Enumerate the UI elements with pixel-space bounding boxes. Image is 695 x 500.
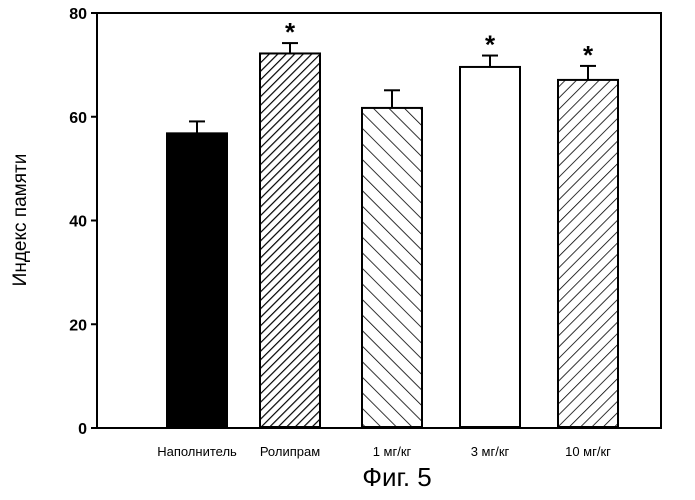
bar — [460, 67, 520, 427]
x-category-label: 3 мг/кг — [471, 444, 510, 459]
y-axis: 0 20 40 60 80 — [69, 6, 97, 438]
bar — [167, 133, 227, 427]
y-axis-label: Индекс памяти — [10, 154, 31, 287]
bar — [260, 53, 320, 427]
bar — [558, 80, 618, 427]
bar-chart: 0 20 40 60 80 * * * Наполнитель Ролипрам 1 мг/кг… — [0, 0, 695, 500]
figure-caption: Фиг. 5 — [362, 462, 432, 492]
x-axis-labels: Наполнитель Ролипрам 1 мг/кг 3 мг/кг 10 мг/к… — [157, 444, 611, 459]
x-category-label: Наполнитель — [157, 444, 237, 459]
x-category-label: Ролипрам — [260, 444, 320, 459]
y-tick-label: 0 — [78, 421, 87, 438]
x-category-label: 10 мг/кг — [565, 444, 611, 459]
significance-star: * — [285, 17, 296, 47]
significance-star: * — [583, 40, 594, 70]
y-tick-label: 20 — [69, 317, 87, 334]
bars-group: * * * — [167, 17, 618, 427]
significance-star: * — [485, 30, 496, 60]
y-tick-label: 40 — [69, 214, 87, 231]
x-category-label: 1 мг/кг — [373, 444, 412, 459]
y-tick-label: 80 — [69, 6, 87, 23]
y-tick-label: 60 — [69, 110, 87, 127]
bar — [362, 108, 422, 427]
